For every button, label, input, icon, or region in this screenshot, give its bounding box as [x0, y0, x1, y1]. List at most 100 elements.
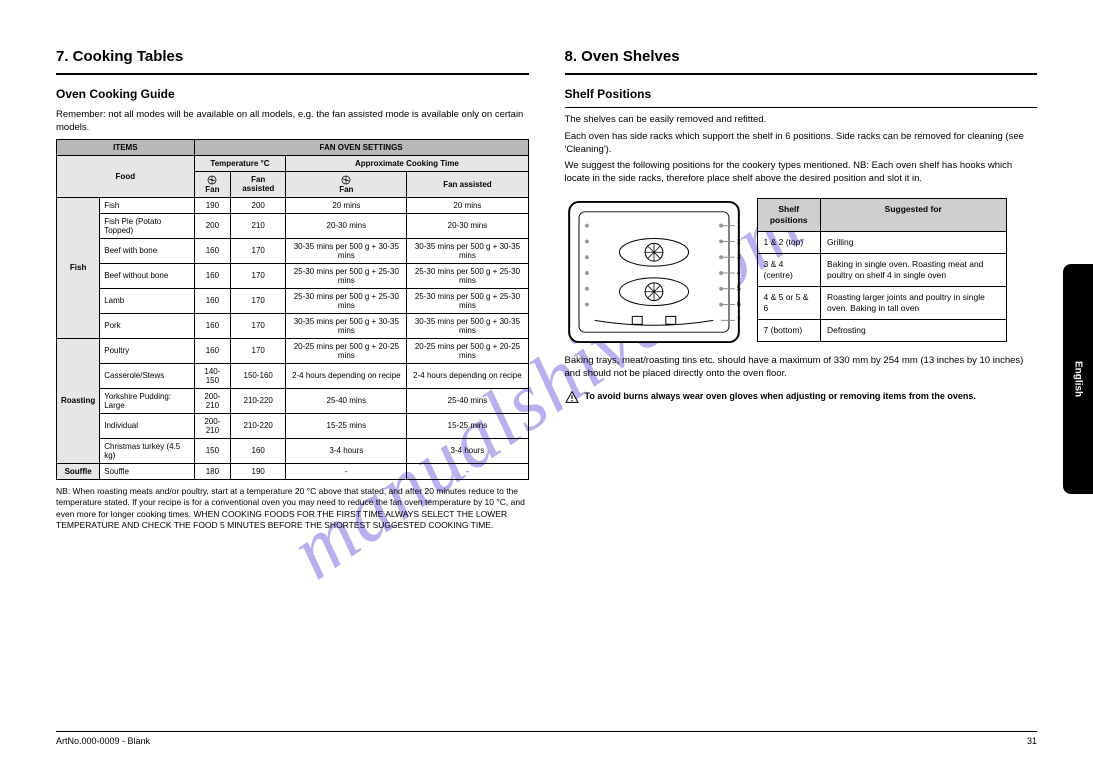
table-cell: 3-4 hours — [286, 438, 407, 463]
table-cell: 210-220 — [231, 413, 286, 438]
th-items: ITEMS — [57, 139, 195, 155]
table-cell: Fish — [100, 197, 194, 213]
table-cell: 25-40 mins — [407, 388, 528, 413]
shelf-use-cell: Defrosting — [821, 320, 1007, 342]
fan-icon — [207, 175, 217, 185]
table-cell: 2-4 hours depending on recipe — [407, 363, 528, 388]
th-fa-time: Fan assisted — [407, 171, 528, 197]
group-cell: Roasting — [57, 338, 100, 463]
table-cell: Christmas turkey (4.5 kg) — [100, 438, 194, 463]
table-cell: 200 — [231, 197, 286, 213]
page-content: 7. Cooking Tables Oven Cooking Guide Rem… — [0, 0, 1093, 562]
table-cell: 20 mins — [407, 197, 528, 213]
table-cell: 160 — [231, 438, 286, 463]
page-footer: ArtNo.000-0009 - Blank 31 — [56, 731, 1037, 746]
table-cell: 15-25 mins — [407, 413, 528, 438]
shelf-pos-cell: 3 & 4 (centre) — [757, 254, 821, 287]
table-cell: Pork — [100, 313, 194, 338]
left-section-title: 7. Cooking Tables — [56, 48, 529, 75]
intro-p-1: Each oven has side racks which support t… — [565, 131, 1038, 157]
svg-text:4: 4 — [736, 270, 740, 277]
table-cell: 160 — [194, 288, 230, 313]
table-cell: 180 — [194, 463, 230, 479]
table-cell: 160 — [194, 263, 230, 288]
shelf-pos-cell: 7 (bottom) — [757, 320, 821, 342]
table-cell: 20 mins — [286, 197, 407, 213]
th-food: Food — [57, 155, 195, 197]
shelf-use-cell: Baking in single oven. Roasting meat and… — [821, 254, 1007, 287]
table-cell: Beef without bone — [100, 263, 194, 288]
table-cell: 190 — [231, 463, 286, 479]
right-section-title: 8. Oven Shelves — [565, 48, 1038, 75]
shelf-use-cell: Grilling — [821, 232, 1007, 254]
table-cell: 200 — [194, 213, 230, 238]
table-cell: 210-220 — [231, 388, 286, 413]
table-cell: - — [407, 463, 528, 479]
shelf-pos-cell: 1 & 2 (top) — [757, 232, 821, 254]
svg-text:3: 3 — [736, 254, 740, 261]
svg-text:1: 1 — [736, 223, 740, 230]
table-cell: 15-25 mins — [286, 413, 407, 438]
table-cell: 170 — [231, 288, 286, 313]
left-bottom-note: NB: When roasting meats and/or poultry, … — [56, 486, 529, 532]
table-cell: 200-210 — [194, 388, 230, 413]
shelf-th-use: Suggested for — [821, 199, 1007, 232]
intro-p-2: We suggest the following positions for t… — [565, 160, 1038, 186]
table-cell: 25-30 mins per 500 g + 25-30 mins — [407, 263, 528, 288]
table-cell: 30-35 mins per 500 g + 30-35 mins — [407, 313, 528, 338]
table-cell: 160 — [194, 238, 230, 263]
right-subtitle: Shelf Positions — [565, 87, 1038, 108]
shelf-th-pos: Shelf positions — [757, 199, 821, 232]
table-cell: 200-210 — [194, 413, 230, 438]
th-time: Approximate Cooking Time — [286, 155, 528, 171]
warning-icon — [565, 391, 579, 403]
table-cell: Poultry — [100, 338, 194, 363]
table-cell: Fish Pie (Potato Topped) — [100, 213, 194, 238]
th-fan-temp: Fan — [194, 171, 230, 197]
table-cell: 170 — [231, 338, 286, 363]
shelf-pos-cell: 4 & 5 or 5 & 6 — [757, 287, 821, 320]
table-cell: 25-30 mins per 500 g + 25-30 mins — [407, 288, 528, 313]
th-temp: Temperature °C — [194, 155, 286, 171]
table-cell: 210 — [231, 213, 286, 238]
oven-diagram: 1 2 3 4 5 6 7 — [565, 198, 743, 351]
table-cell: 25-30 mins per 500 g + 25-30 mins — [286, 263, 407, 288]
table-cell: 150 — [194, 438, 230, 463]
th-fan-time: Fan — [286, 171, 407, 197]
table-cell: - — [286, 463, 407, 479]
warning-row: To avoid burns always wear oven gloves w… — [565, 391, 1038, 403]
th-fa-temp: Fan assisted — [231, 171, 286, 197]
table-cell: 20-25 mins per 500 g + 20-25 mins — [407, 338, 528, 363]
svg-text:2: 2 — [736, 238, 740, 245]
right-column: 8. Oven Shelves Shelf Positions The shel… — [565, 48, 1038, 532]
table-cell: 25-40 mins — [286, 388, 407, 413]
left-column: 7. Cooking Tables Oven Cooking Guide Rem… — [56, 48, 529, 532]
table-cell: 30-35 mins per 500 g + 30-35 mins — [407, 238, 528, 263]
group-cell: Fish — [57, 197, 100, 338]
shelf-table: Shelf positions Suggested for 1 & 2 (top… — [757, 198, 1007, 342]
fan-icon — [341, 175, 351, 185]
table-cell: 140-150 — [194, 363, 230, 388]
table-cell: 160 — [194, 313, 230, 338]
footer-right: 31 — [1027, 736, 1037, 746]
table-cell: 25-30 mins per 500 g + 25-30 mins — [286, 288, 407, 313]
left-top-note: Remember: not all modes will be availabl… — [56, 109, 529, 135]
table-cell: Souffle — [100, 463, 194, 479]
table-cell: 2-4 hours depending on recipe — [286, 363, 407, 388]
group-cell: Souffle — [57, 463, 100, 479]
oven-area: 1 2 3 4 5 6 7 — [565, 198, 1038, 351]
table-cell: 160 — [194, 338, 230, 363]
warning-text: To avoid burns always wear oven gloves w… — [585, 391, 976, 403]
table-cell: Casserole/Stews — [100, 363, 194, 388]
table-cell: 170 — [231, 238, 286, 263]
intro-p-0: The shelves can be easily removed and re… — [565, 114, 1038, 127]
table-cell: Yorkshire Pudding: Large — [100, 388, 194, 413]
table-cell: Individual — [100, 413, 194, 438]
left-subtitle: Oven Cooking Guide — [56, 87, 529, 101]
table-cell: 30-35 mins per 500 g + 30-35 mins — [286, 238, 407, 263]
right-bottom-info: Baking trays, meat/roasting tins etc. sh… — [565, 355, 1038, 381]
table-cell: 3-4 hours — [407, 438, 528, 463]
shelf-use-cell: Roasting larger joints and poultry in si… — [821, 287, 1007, 320]
table-cell: 190 — [194, 197, 230, 213]
footer-left: ArtNo.000-0009 - Blank — [56, 736, 150, 746]
